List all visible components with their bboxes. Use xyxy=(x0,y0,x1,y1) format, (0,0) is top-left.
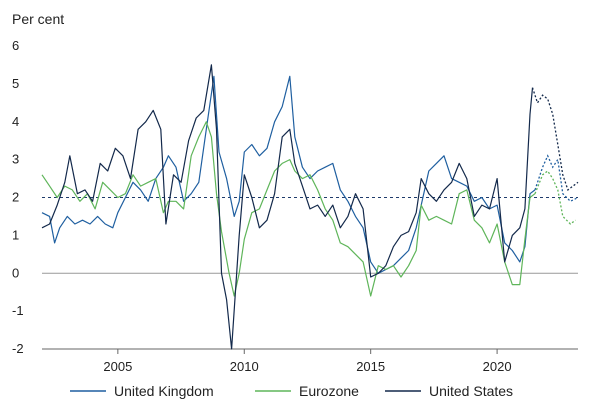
x-tick-label: 2005 xyxy=(103,359,132,374)
y-tick-label: 6 xyxy=(12,38,19,53)
legend-label-united-states: United States xyxy=(429,383,513,399)
legend-label-united-kingdom: United Kingdom xyxy=(114,383,214,399)
projection-line-united-states xyxy=(531,87,579,191)
y-axis-ticks: -2 -1 0 1 2 3 4 5 6 xyxy=(12,38,24,356)
reference-lines xyxy=(42,197,578,274)
projection-lines xyxy=(531,87,579,225)
y-tick-label: 5 xyxy=(12,76,19,91)
legend-label-eurozone: Eurozone xyxy=(299,383,359,399)
projection-line-united-kingdom xyxy=(534,154,579,203)
y-tick-label: 0 xyxy=(12,265,19,280)
x-tick-label: 2010 xyxy=(230,359,259,374)
legend: United Kingdom Eurozone United States xyxy=(70,383,513,399)
series-line-united-states xyxy=(41,64,534,350)
y-tick-label: 3 xyxy=(12,152,19,167)
x-axis-ticks: 2005 2010 2015 2020 xyxy=(42,348,578,374)
y-tick-label: 2 xyxy=(12,190,19,205)
unit-label: Per cent xyxy=(12,11,64,27)
series-line-united-kingdom xyxy=(41,75,536,274)
y-tick-label: -1 xyxy=(12,303,24,318)
y-tick-label: -2 xyxy=(12,341,24,356)
series-line-eurozone xyxy=(41,121,536,297)
projection-line-eurozone xyxy=(534,170,576,225)
series-lines xyxy=(41,64,536,350)
y-tick-label: 4 xyxy=(12,114,19,129)
y-tick-label: 1 xyxy=(12,227,19,242)
x-tick-label: 2020 xyxy=(483,359,512,374)
x-tick-label: 2015 xyxy=(356,359,385,374)
